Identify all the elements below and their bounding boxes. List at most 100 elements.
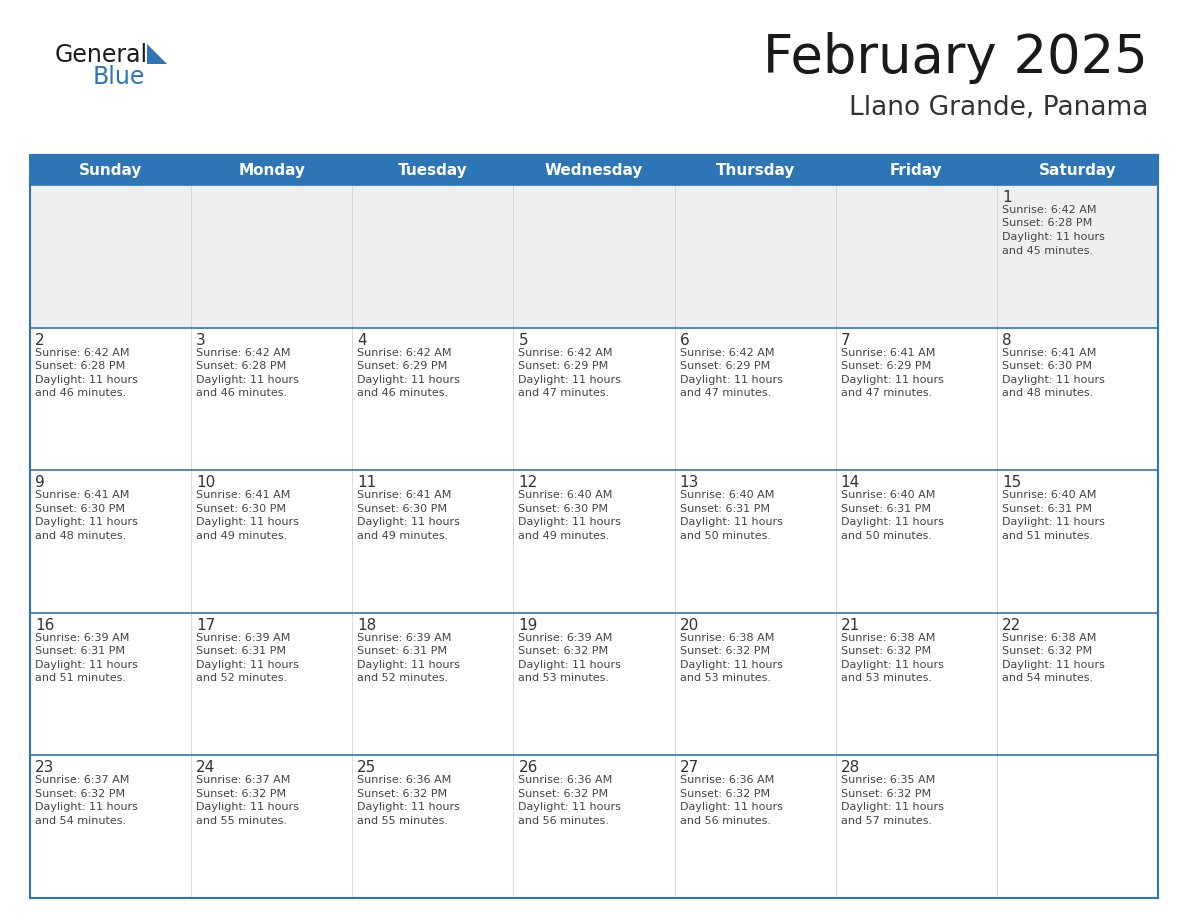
Text: Daylight: 11 hours: Daylight: 11 hours	[518, 517, 621, 527]
Text: Sunrise: 6:42 AM: Sunrise: 6:42 AM	[34, 348, 129, 358]
Bar	[353, 470, 513, 613]
Text: Sunrise: 6:35 AM: Sunrise: 6:35 AM	[841, 776, 935, 786]
Bar	[513, 756, 675, 898]
Text: Sunrise: 6:36 AM: Sunrise: 6:36 AM	[680, 776, 773, 786]
Text: Daylight: 11 hours: Daylight: 11 hours	[680, 802, 783, 812]
Text: 20: 20	[680, 618, 699, 633]
Text: Sunset: 6:30 PM: Sunset: 6:30 PM	[358, 504, 448, 514]
Text: Sunrise: 6:36 AM: Sunrise: 6:36 AM	[518, 776, 613, 786]
Text: Daylight: 11 hours: Daylight: 11 hours	[518, 375, 621, 385]
Text: 13: 13	[680, 476, 699, 490]
Text: Sunset: 6:32 PM: Sunset: 6:32 PM	[841, 646, 931, 656]
Text: Sunset: 6:32 PM: Sunset: 6:32 PM	[680, 789, 770, 799]
Bar	[353, 756, 513, 898]
Text: and 55 minutes.: and 55 minutes.	[196, 816, 287, 826]
Text: Sunset: 6:28 PM: Sunset: 6:28 PM	[34, 361, 125, 371]
Text: Sunrise: 6:38 AM: Sunrise: 6:38 AM	[1001, 633, 1097, 643]
Bar	[835, 328, 997, 470]
Text: and 46 minutes.: and 46 minutes.	[196, 388, 287, 398]
Text: and 48 minutes.: and 48 minutes.	[34, 531, 126, 541]
Text: Sunrise: 6:41 AM: Sunrise: 6:41 AM	[841, 348, 935, 358]
Bar	[30, 155, 1158, 185]
Text: Sunset: 6:31 PM: Sunset: 6:31 PM	[841, 504, 930, 514]
Text: Daylight: 11 hours: Daylight: 11 hours	[34, 375, 138, 385]
Bar	[675, 756, 835, 898]
Bar	[513, 470, 675, 613]
Text: and 54 minutes.: and 54 minutes.	[1001, 673, 1093, 683]
Text: Daylight: 11 hours: Daylight: 11 hours	[1001, 375, 1105, 385]
Bar	[675, 613, 835, 756]
Polygon shape	[147, 44, 168, 64]
Text: Sunrise: 6:41 AM: Sunrise: 6:41 AM	[1001, 348, 1097, 358]
Text: 17: 17	[196, 618, 215, 633]
Text: Daylight: 11 hours: Daylight: 11 hours	[1001, 517, 1105, 527]
Text: and 51 minutes.: and 51 minutes.	[1001, 531, 1093, 541]
Text: 24: 24	[196, 760, 215, 776]
Text: Sunrise: 6:41 AM: Sunrise: 6:41 AM	[34, 490, 129, 500]
Text: Daylight: 11 hours: Daylight: 11 hours	[358, 802, 460, 812]
Text: Sunset: 6:30 PM: Sunset: 6:30 PM	[518, 504, 608, 514]
Text: and 52 minutes.: and 52 minutes.	[358, 673, 448, 683]
Text: Sunrise: 6:42 AM: Sunrise: 6:42 AM	[1001, 205, 1097, 215]
Text: Daylight: 11 hours: Daylight: 11 hours	[196, 660, 299, 670]
Text: 22: 22	[1001, 618, 1022, 633]
Text: Daylight: 11 hours: Daylight: 11 hours	[1001, 232, 1105, 242]
Text: Daylight: 11 hours: Daylight: 11 hours	[34, 660, 138, 670]
Text: Sunrise: 6:41 AM: Sunrise: 6:41 AM	[196, 490, 291, 500]
Bar	[835, 613, 997, 756]
Text: and 49 minutes.: and 49 minutes.	[518, 531, 609, 541]
Text: Sunset: 6:32 PM: Sunset: 6:32 PM	[518, 646, 608, 656]
Text: Sunset: 6:29 PM: Sunset: 6:29 PM	[518, 361, 608, 371]
Text: 19: 19	[518, 618, 538, 633]
Text: Sunset: 6:31 PM: Sunset: 6:31 PM	[358, 646, 448, 656]
Text: Saturday: Saturday	[1038, 162, 1117, 177]
Text: Sunset: 6:31 PM: Sunset: 6:31 PM	[1001, 504, 1092, 514]
Text: Sunset: 6:32 PM: Sunset: 6:32 PM	[518, 789, 608, 799]
Text: Thursday: Thursday	[715, 162, 795, 177]
Text: Sunrise: 6:39 AM: Sunrise: 6:39 AM	[518, 633, 613, 643]
Text: 9: 9	[34, 476, 45, 490]
Text: and 45 minutes.: and 45 minutes.	[1001, 245, 1093, 255]
Text: 21: 21	[841, 618, 860, 633]
Text: Daylight: 11 hours: Daylight: 11 hours	[680, 517, 783, 527]
Bar	[353, 613, 513, 756]
Text: and 49 minutes.: and 49 minutes.	[358, 531, 449, 541]
Bar	[30, 756, 191, 898]
Text: 4: 4	[358, 332, 367, 348]
Bar	[835, 470, 997, 613]
Text: 25: 25	[358, 760, 377, 776]
Text: and 55 minutes.: and 55 minutes.	[358, 816, 448, 826]
Text: Sunset: 6:32 PM: Sunset: 6:32 PM	[841, 789, 931, 799]
Text: Sunset: 6:29 PM: Sunset: 6:29 PM	[680, 361, 770, 371]
Text: Friday: Friday	[890, 162, 942, 177]
Text: Sunrise: 6:40 AM: Sunrise: 6:40 AM	[518, 490, 613, 500]
Text: Daylight: 11 hours: Daylight: 11 hours	[518, 802, 621, 812]
Bar	[30, 613, 191, 756]
Text: Daylight: 11 hours: Daylight: 11 hours	[680, 375, 783, 385]
Text: and 47 minutes.: and 47 minutes.	[518, 388, 609, 398]
Bar	[997, 185, 1158, 328]
Bar	[30, 155, 1158, 898]
Text: Tuesday: Tuesday	[398, 162, 468, 177]
Text: 28: 28	[841, 760, 860, 776]
Text: Daylight: 11 hours: Daylight: 11 hours	[841, 660, 943, 670]
Text: Sunset: 6:29 PM: Sunset: 6:29 PM	[841, 361, 931, 371]
Text: Sunrise: 6:38 AM: Sunrise: 6:38 AM	[680, 633, 773, 643]
Text: 1: 1	[1001, 190, 1011, 205]
Bar	[191, 470, 353, 613]
Text: 8: 8	[1001, 332, 1011, 348]
Text: Daylight: 11 hours: Daylight: 11 hours	[358, 517, 460, 527]
Bar	[191, 185, 353, 328]
Text: 18: 18	[358, 618, 377, 633]
Text: Daylight: 11 hours: Daylight: 11 hours	[518, 660, 621, 670]
Text: and 47 minutes.: and 47 minutes.	[680, 388, 771, 398]
Text: and 50 minutes.: and 50 minutes.	[680, 531, 771, 541]
Text: Sunrise: 6:42 AM: Sunrise: 6:42 AM	[358, 348, 451, 358]
Text: Daylight: 11 hours: Daylight: 11 hours	[34, 517, 138, 527]
Text: Sunset: 6:32 PM: Sunset: 6:32 PM	[680, 646, 770, 656]
Text: Sunset: 6:32 PM: Sunset: 6:32 PM	[196, 789, 286, 799]
Text: 3: 3	[196, 332, 206, 348]
Text: Sunset: 6:29 PM: Sunset: 6:29 PM	[358, 361, 448, 371]
Text: and 57 minutes.: and 57 minutes.	[841, 816, 931, 826]
Text: and 46 minutes.: and 46 minutes.	[358, 388, 448, 398]
